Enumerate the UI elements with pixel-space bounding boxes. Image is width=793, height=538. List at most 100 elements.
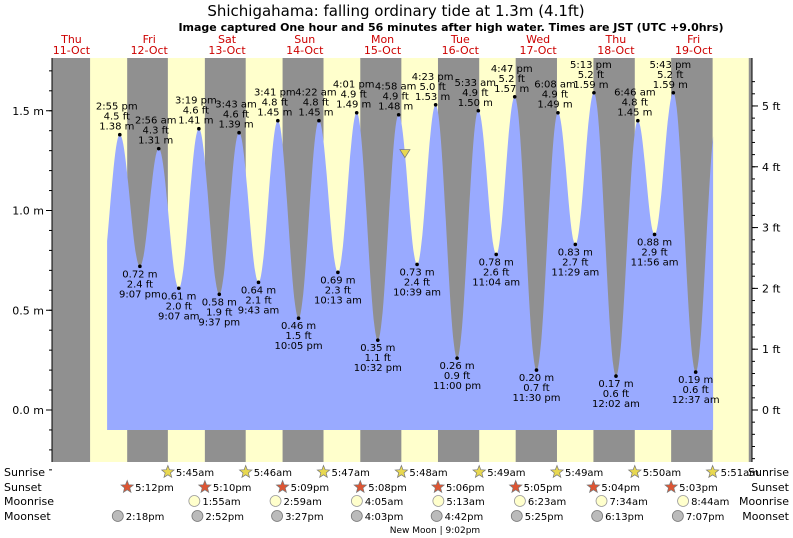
low-tide-time: 11:04 am bbox=[472, 277, 520, 288]
low-tide-m: 0.58 m bbox=[202, 297, 237, 308]
sunrise-time: 5:46am bbox=[254, 468, 292, 479]
low-tide-m: 0.64 m bbox=[241, 285, 276, 296]
moonrise-icon bbox=[350, 495, 363, 507]
night-band bbox=[748, 58, 752, 462]
sunrise-icon bbox=[238, 464, 253, 479]
low-tide-point bbox=[336, 270, 340, 275]
day-label-date: 14-Oct bbox=[286, 44, 324, 57]
left-axis: 1.5 m 1.0 m 0.5 m 0.0 m bbox=[12, 58, 53, 471]
sunset-time: 5:06pm bbox=[446, 483, 485, 494]
moonrise-icon bbox=[188, 495, 201, 507]
low-tide-point bbox=[415, 262, 419, 267]
moonset-icon bbox=[671, 510, 684, 522]
low-tide-time: 12:02 am bbox=[592, 399, 640, 410]
low-tide-point bbox=[614, 374, 618, 378]
high-tide-point bbox=[276, 118, 280, 123]
high-tide-ft: 4.6 ft bbox=[183, 106, 209, 117]
high-tide-m: 1.45 m bbox=[257, 108, 292, 119]
sunrise-time: 5:48am bbox=[409, 468, 447, 479]
low-tide-m: 0.35 m bbox=[360, 343, 395, 354]
day-label-dow: Thu bbox=[605, 33, 627, 46]
moonrise-icon bbox=[269, 495, 282, 507]
moonset-icon bbox=[430, 510, 443, 522]
moonrise-time: 7:34am bbox=[610, 497, 648, 508]
chart-subtitle: Image captured One hour and 56 minutes a… bbox=[178, 21, 723, 34]
low-tide-ft: 0.6 ft bbox=[682, 385, 708, 396]
moonrise-time: 5:13am bbox=[446, 497, 484, 508]
day-label-date: 18-Oct bbox=[597, 44, 635, 57]
high-tide-ft: 4.8 ft bbox=[262, 98, 288, 109]
high-tide-time: 4:58 am bbox=[375, 82, 417, 93]
low-tide-ft: 0.9 ft bbox=[444, 371, 470, 382]
low-tide-time: 11:56 am bbox=[631, 257, 679, 268]
high-tide-ft: 4.5 ft bbox=[104, 112, 130, 123]
moonset-time: 6:13pm bbox=[605, 512, 644, 523]
low-tide-point bbox=[693, 370, 698, 374]
high-tide-ft: 5.2 ft bbox=[578, 70, 604, 81]
high-tide-ft: 4.8 ft bbox=[622, 98, 648, 109]
left-axis-tick-label: 0.0 m bbox=[12, 404, 44, 417]
moonset-time: 4:03pm bbox=[365, 512, 404, 523]
low-tide-point bbox=[494, 252, 499, 257]
high-tide-point bbox=[156, 146, 161, 151]
right-axis-tick-label: 0 ft bbox=[762, 404, 781, 417]
high-tide-m: 1.38 m bbox=[99, 122, 134, 133]
high-tide-m: 1.39 m bbox=[218, 120, 253, 131]
low-tide-ft: 1.9 ft bbox=[206, 307, 232, 318]
high-tide-point bbox=[592, 90, 596, 95]
day-label-date: 13-Oct bbox=[208, 44, 246, 57]
sunset-time: 5:12pm bbox=[135, 483, 174, 494]
high-tide-m: 1.45 m bbox=[298, 108, 333, 119]
sunset-time: 5:09pm bbox=[291, 483, 330, 494]
high-tide-time: 6:08 am bbox=[534, 80, 576, 91]
low-tide-ft: 2.7 ft bbox=[562, 257, 588, 268]
sunrise-icon bbox=[394, 464, 409, 479]
high-tide-m: 1.53 m bbox=[415, 92, 450, 103]
high-tide-ft: 4.8 ft bbox=[303, 98, 329, 109]
tide-fill bbox=[107, 92, 714, 431]
low-tide-time: 10:32 pm bbox=[354, 363, 402, 374]
sunrise-icon bbox=[705, 464, 720, 479]
high-tide-ft: 5.0 ft bbox=[419, 82, 445, 93]
sunset-icon bbox=[120, 479, 135, 494]
sunrise-time: 5:47am bbox=[332, 468, 370, 479]
moonset-icon bbox=[191, 510, 204, 522]
row-label-left-sunset: Sunset bbox=[4, 481, 42, 494]
day-label-dow: Mon bbox=[371, 33, 394, 46]
high-tide-point bbox=[396, 112, 401, 117]
high-tide-point bbox=[354, 110, 359, 115]
low-tide-ft: 1.1 ft bbox=[365, 353, 391, 364]
high-tide-ft: 5.2 ft bbox=[499, 74, 525, 85]
sunset-icon bbox=[197, 479, 212, 494]
high-tide-ft: 4.9 ft bbox=[341, 90, 367, 101]
high-tide-m: 1.50 m bbox=[458, 98, 493, 109]
sunset-icon bbox=[586, 479, 601, 494]
day-label-dow: Sun bbox=[294, 33, 315, 46]
low-tide-time: 10:13 am bbox=[314, 295, 362, 306]
high-tide-m: 1.41 m bbox=[178, 116, 213, 127]
low-tide-ft: 0.6 ft bbox=[603, 389, 629, 400]
low-tide-time: 11:30 pm bbox=[512, 393, 560, 404]
low-tide-time: 9:37 pm bbox=[198, 317, 240, 328]
low-tide-point bbox=[652, 232, 657, 237]
high-tide-time: 3:41 pm bbox=[254, 88, 296, 99]
low-tide-point bbox=[176, 286, 181, 291]
high-tide-point bbox=[197, 126, 201, 131]
low-tide-time: 12:37 am bbox=[672, 395, 720, 406]
night-band bbox=[52, 58, 91, 462]
high-tide-time: 6:46 am bbox=[614, 88, 656, 99]
high-tide-ft: 4.3 ft bbox=[143, 126, 169, 137]
high-tide-m: 1.48 m bbox=[378, 102, 413, 113]
low-tide-ft: 2.4 ft bbox=[404, 277, 430, 288]
low-tide-ft: 2.6 ft bbox=[483, 267, 509, 278]
low-tide-m: 0.19 m bbox=[678, 375, 713, 386]
right-axis-tick-label: 4 ft bbox=[762, 161, 781, 174]
low-tide-ft: 2.4 ft bbox=[127, 279, 153, 290]
sunset-time: 5:05pm bbox=[524, 483, 563, 494]
low-tide-m: 0.17 m bbox=[598, 379, 633, 390]
day-label-date: 19-Oct bbox=[675, 44, 713, 57]
low-tide-ft: 2.9 ft bbox=[641, 247, 667, 258]
right-axis-tick-label: 5 ft bbox=[762, 100, 781, 113]
moonset-icon bbox=[591, 510, 604, 522]
